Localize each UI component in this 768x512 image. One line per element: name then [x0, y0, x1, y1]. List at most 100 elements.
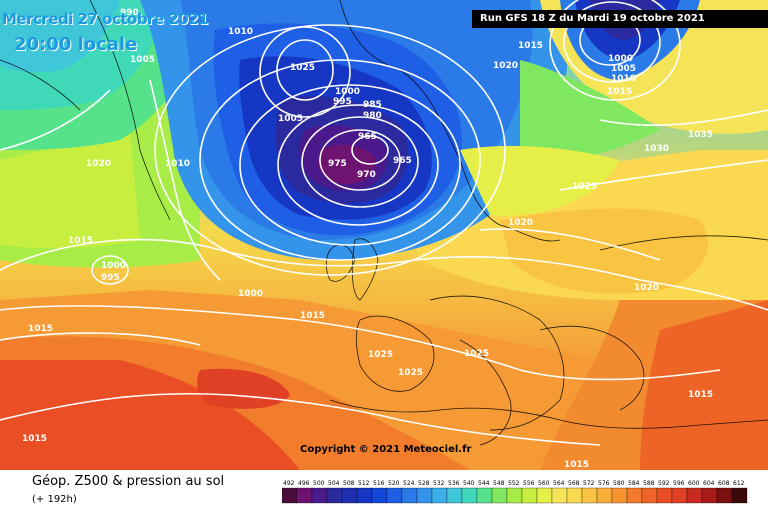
scale-tick-label: 540 — [463, 480, 475, 487]
scale-tick-label: 516 — [373, 480, 385, 487]
isobar-label: 1000 — [101, 261, 126, 271]
scale-swatch — [701, 487, 718, 504]
forecast-time: 20:00 locale — [14, 34, 138, 55]
scale-swatch — [311, 487, 328, 504]
scale-tick-label: 580 — [613, 480, 625, 487]
scale-swatch — [326, 487, 343, 504]
isobar-label: 965 — [393, 156, 412, 166]
scale-tick-label: 500 — [313, 480, 325, 487]
isobar-label: 1015 — [22, 434, 47, 444]
isobar-label: 1015 — [300, 311, 325, 321]
scale-swatch — [386, 487, 403, 504]
scale-tick-label: 588 — [643, 480, 655, 487]
isobars — [0, 0, 768, 445]
scale-swatch — [641, 487, 658, 504]
scale-swatch — [521, 487, 538, 504]
isobar-label: 1020 — [493, 61, 518, 71]
scale-swatch — [581, 487, 598, 504]
geopotential-color-scale: 492 496 500 504 508 512 516 520 524 528 532 536 540 5… — [282, 480, 748, 504]
isobar-label: 1015 — [28, 324, 53, 334]
scale-swatch — [476, 487, 493, 504]
isobar-label: 970 — [357, 170, 376, 180]
scale-swatch — [656, 487, 673, 504]
scale-tick-label: 572 — [583, 480, 595, 487]
scale-tick-label: 584 — [628, 480, 640, 487]
copyright-text: Copyright © 2021 Meteociel.fr — [300, 444, 472, 455]
isobar-label: 975 — [328, 159, 347, 169]
model-run-banner: Run GFS 18 Z du Mardi 19 octobre 2021 — [472, 10, 768, 28]
scale-tick-label: 492 — [283, 480, 295, 487]
isobar-label: 1025 — [572, 182, 597, 192]
scale-tick-label: 508 — [343, 480, 355, 487]
isobar-label: 1020 — [508, 218, 533, 228]
scale-tick-label: 536 — [448, 480, 460, 487]
isobar-label: 1015 — [564, 460, 589, 470]
scale-tick-label: 552 — [508, 480, 520, 487]
weather-map: 990 1010 1005 1025 1000 985 995 980 965 … — [0, 0, 768, 470]
isobar-label: 1005 — [278, 114, 303, 124]
isobar-label: 965 — [358, 132, 377, 142]
isobar-label: 1010 — [611, 74, 636, 84]
scale-tick-label: 544 — [478, 480, 490, 487]
isobar-label: 1025 — [368, 350, 393, 360]
scale-swatch — [566, 487, 583, 504]
scale-swatch — [731, 487, 748, 504]
scale-tick-label: 524 — [403, 480, 415, 487]
scale-swatch — [431, 487, 448, 504]
isobar-label: 985 — [363, 100, 382, 110]
isobar-label: 980 — [363, 111, 382, 121]
isobar-label: 1025 — [290, 63, 315, 73]
scale-swatch — [686, 487, 703, 504]
isobar-label: 995 — [101, 273, 120, 283]
isobar-label: 1015 — [607, 87, 632, 97]
scale-tick-label: 596 — [673, 480, 685, 487]
scale-tick-label: 604 — [703, 480, 715, 487]
isobar-label: 1025 — [464, 349, 489, 359]
product-title: Géop. Z500 & pression au sol — [32, 474, 225, 489]
scale-tick-label: 548 — [493, 480, 505, 487]
scale-swatch — [446, 487, 463, 504]
isobar-label: 990 — [120, 8, 139, 18]
scale-swatch — [296, 487, 313, 504]
scale-swatch — [596, 487, 613, 504]
scale-swatch — [611, 487, 628, 504]
isobar-label: 1010 — [165, 159, 190, 169]
scale-tick-label: 608 — [718, 480, 730, 487]
isobar-label: 1025 — [398, 368, 423, 378]
scale-tick-label: 504 — [328, 480, 340, 487]
geopotential-fields — [0, 0, 768, 470]
scale-swatch — [371, 487, 388, 504]
lead-time: (+ 192h) — [32, 494, 77, 505]
scale-tick-label: 556 — [523, 480, 535, 487]
forecast-date: Mercredi 27 octobre 2021 — [2, 10, 209, 28]
scale-swatch — [506, 487, 523, 504]
isobar-label: 1000 — [608, 54, 633, 64]
scale-tick-label: 520 — [388, 480, 400, 487]
scale-tick-label: 528 — [418, 480, 430, 487]
scale-swatch — [416, 487, 433, 504]
scale-tick-label: 560 — [538, 480, 550, 487]
isobar-label: 1015 — [688, 390, 713, 400]
scale-swatch — [341, 487, 358, 504]
scale-swatch — [282, 487, 298, 504]
scale-swatch — [461, 487, 478, 504]
isobar-label: 1005 — [611, 64, 636, 74]
scale-tick-label: 592 — [658, 480, 670, 487]
scale-tick-label: 512 — [358, 480, 370, 487]
scale-swatch — [401, 487, 418, 504]
isobar-label: 1005 — [130, 55, 155, 65]
isobar-label: 1035 — [688, 130, 713, 140]
scale-swatch — [626, 487, 643, 504]
isobar-label: 1015 — [68, 236, 93, 246]
isobar-label: 995 — [333, 97, 352, 107]
isobar-labels: 990 1010 1005 1025 1000 985 995 980 965 … — [22, 8, 713, 470]
isobar-label: 1020 — [86, 159, 111, 169]
scale-tick-label: 568 — [568, 480, 580, 487]
scale-swatch — [551, 487, 568, 504]
scale-tick-label: 496 — [298, 480, 310, 487]
scale-swatch — [671, 487, 688, 504]
scale-tick-label: 600 — [688, 480, 700, 487]
isobar-label: 1010 — [228, 27, 253, 37]
isobar-label: 1020 — [634, 283, 659, 293]
isobar-label: 1030 — [644, 144, 669, 154]
